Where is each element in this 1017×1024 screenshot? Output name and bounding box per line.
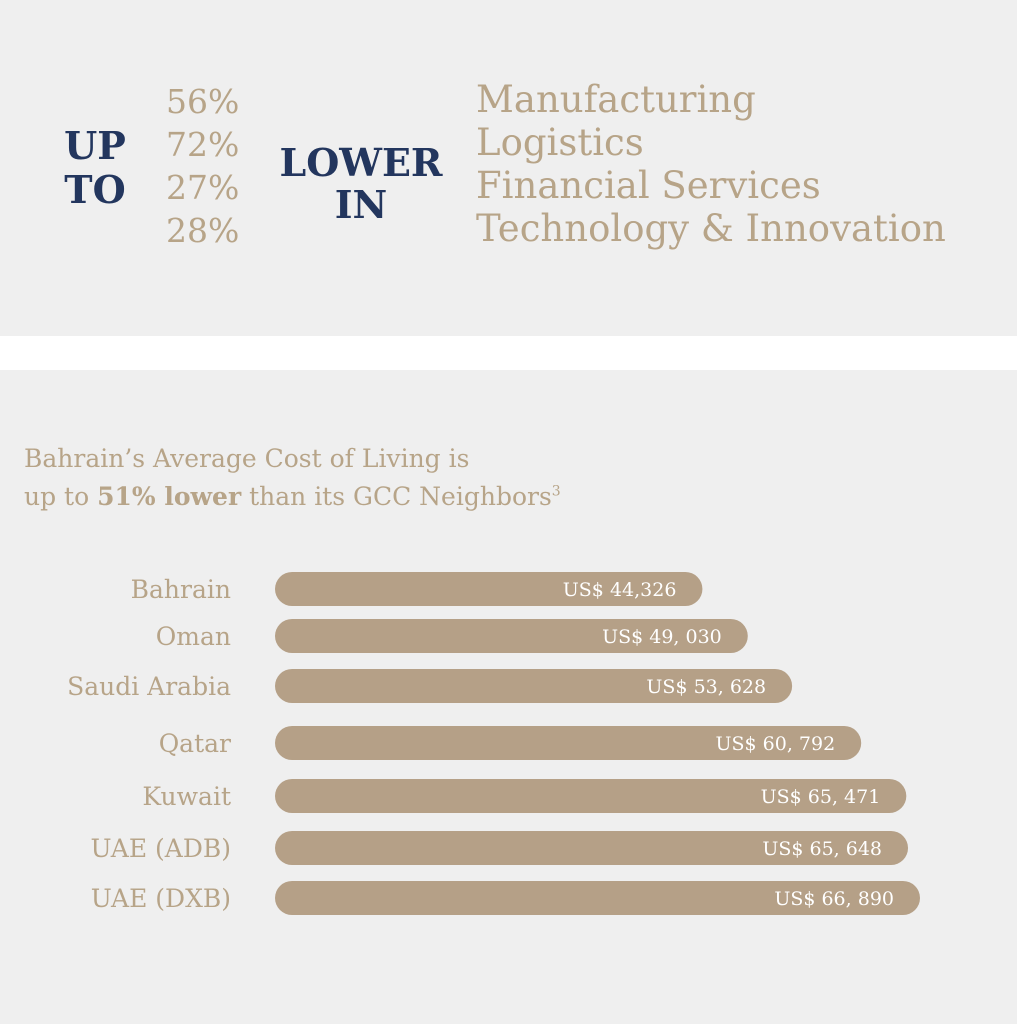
sector-name: Logistics xyxy=(476,121,644,164)
sector-name: Financial Services xyxy=(476,164,821,207)
bar xyxy=(275,779,907,813)
value-label: US$ 60, 792 xyxy=(716,733,836,755)
up-to-line1: UP xyxy=(64,123,126,168)
headline-line1: Bahrain’s Average Cost of Living is xyxy=(24,444,470,473)
category-label: Bahrain xyxy=(131,575,231,604)
bar xyxy=(275,726,862,760)
lower-in-line1: LOWER xyxy=(279,140,443,185)
lower-in-label: LOWER IN xyxy=(278,142,444,226)
value-label: US$ 53, 628 xyxy=(646,676,766,698)
category-label: UAE (ADB) xyxy=(90,834,231,863)
sector-name: Manufacturing xyxy=(476,78,756,121)
bar xyxy=(275,881,920,915)
category-label: Qatar xyxy=(159,729,231,758)
lower-in-line2: IN xyxy=(334,182,388,227)
headline-line2-pre: up to xyxy=(24,482,98,511)
category-label: Kuwait xyxy=(142,782,231,811)
up-to-line2: TO xyxy=(64,167,126,212)
chart-headline: Bahrain’s Average Cost of Living is up t… xyxy=(24,440,561,516)
value-label: US$ 49, 030 xyxy=(602,626,722,648)
percentage-list: 56% 72% 27% 28% xyxy=(166,80,239,252)
category-label: UAE (DXB) xyxy=(91,884,231,913)
bar xyxy=(275,619,748,653)
category-label: Saudi Arabia xyxy=(67,672,231,701)
up-to-label: UP TO xyxy=(62,124,128,212)
sector-savings-panel: UP TO 56% 72% 27% 28% LOWER IN Manufactu… xyxy=(0,0,1017,336)
value-label: US$ 65, 648 xyxy=(762,838,882,860)
value-label: US$ 66, 890 xyxy=(774,888,894,910)
percentage-value: 28% xyxy=(166,211,240,250)
category-label: Oman xyxy=(156,622,231,651)
bar xyxy=(275,831,909,865)
value-label: US$ 65, 471 xyxy=(761,786,881,808)
bar xyxy=(275,669,793,703)
sector-list: Manufacturing Logistics Financial Servic… xyxy=(476,78,946,250)
headline-emphasis: 51% lower xyxy=(97,482,242,511)
headline-line2-post: than its GCC Neighbors xyxy=(241,482,552,511)
bar xyxy=(275,572,703,606)
value-label: US$ 44,326 xyxy=(563,579,677,601)
percentage-value: 72% xyxy=(166,125,240,164)
percentage-value: 27% xyxy=(166,168,240,207)
headline-footnote: 3 xyxy=(551,483,561,500)
percentage-value: 56% xyxy=(166,82,240,121)
headline-line2: up to 51% lower than its GCC Neighbors3 xyxy=(24,478,561,516)
sector-name: Technology & Innovation xyxy=(476,207,946,250)
